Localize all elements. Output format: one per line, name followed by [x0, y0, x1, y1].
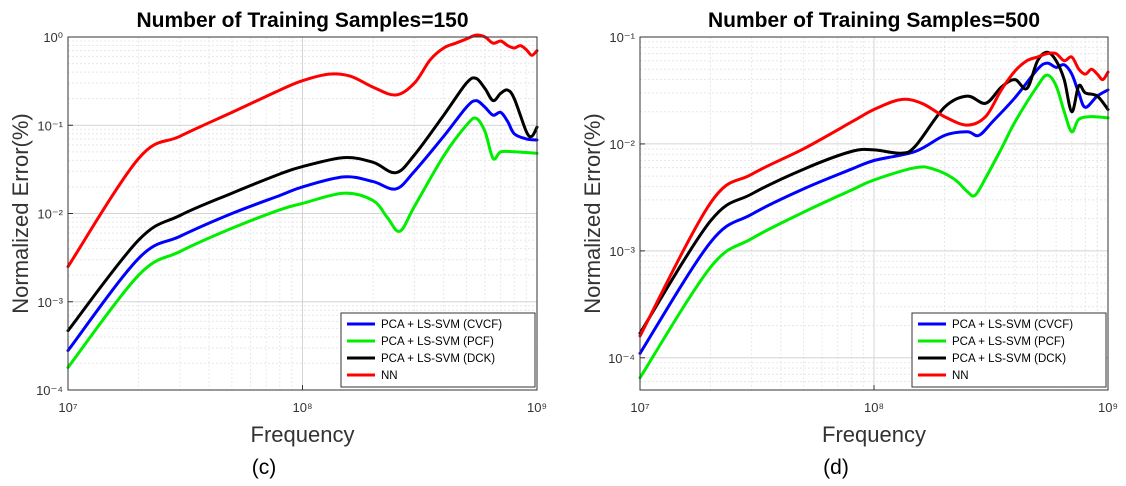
legend-entry: PCA + LS-SVM (PCF): [952, 336, 1065, 348]
legend-entry: PCA + LS-SVM (DCK): [952, 353, 1066, 365]
y-tick-label: 10⁻²: [37, 207, 63, 222]
y-tick-label: 10⁻³: [37, 295, 63, 310]
series-line-2: [66, 116, 539, 369]
x-tick-label: 10⁸: [864, 400, 884, 415]
series-line-4: [66, 33, 539, 269]
x-axis-label: Frequency: [822, 422, 926, 447]
chart-panel-1: 10⁷ 10⁸ 10⁹ 10⁻⁴ 10⁻³ 10⁻² 10⁻¹ 10⁰ Number of Tr…: [8, 9, 547, 479]
legend-entry: PCA + LS-SVM (PCF): [381, 336, 494, 348]
series-line-3: [66, 76, 539, 333]
y-tick-label: 10⁻¹: [37, 118, 63, 133]
chart-panel-2: 10⁷ 10⁸ 10⁹ 10⁻⁴ 10⁻³ 10⁻² 10⁻¹ Number of Train…: [580, 9, 1118, 479]
y-tick-label: 10⁻³: [609, 244, 635, 259]
grid: [639, 36, 1109, 391]
x-tick-label: 10⁷: [58, 400, 77, 415]
legend-entry: PCA + LS-SVM (CVCF): [381, 319, 502, 331]
series-line-1: [66, 99, 539, 352]
legend-entry: NN: [381, 370, 398, 382]
y-tick-label: 10⁻⁴: [36, 383, 63, 398]
legend-entry: PCA + LS-SVM (DCK): [381, 353, 495, 365]
series-line-3: [638, 50, 1110, 335]
series-line-4: [638, 51, 1110, 338]
series-line-1: [638, 61, 1110, 355]
x-tick-label: 10⁷: [630, 400, 649, 415]
chart-title: Number of Training Samples=500: [708, 9, 1040, 32]
legend-entry: NN: [952, 370, 969, 382]
y-tick-label: 10⁻⁴: [608, 351, 635, 366]
y-tick-label: 10⁻¹: [609, 30, 635, 45]
legend: PCA + LS-SVM (CVCF) PCA + LS-SVM (PCF) PCA…: [911, 312, 1107, 388]
y-axis-label: Normalized Error(%): [580, 113, 605, 313]
y-tick-label: 10⁻²: [609, 137, 635, 152]
legend: PCA + LS-SVM (CVCF) PCA + LS-SVM (PCF) PCA…: [340, 312, 536, 388]
y-tick-label: 10⁰: [43, 30, 63, 45]
x-axis-label: Frequency: [251, 422, 355, 447]
series-line-2: [638, 73, 1110, 380]
legend-entry: PCA + LS-SVM (CVCF): [952, 319, 1073, 331]
x-tick-label: 10⁹: [1098, 400, 1118, 415]
x-tick-label: 10⁹: [527, 400, 547, 415]
panel-label: (d): [823, 456, 849, 479]
panel-label: (c): [252, 456, 277, 479]
x-tick-label: 10⁸: [293, 400, 313, 415]
chart-title: Number of Training Samples=150: [136, 9, 468, 32]
y-axis-label: Normalized Error(%): [8, 113, 33, 313]
